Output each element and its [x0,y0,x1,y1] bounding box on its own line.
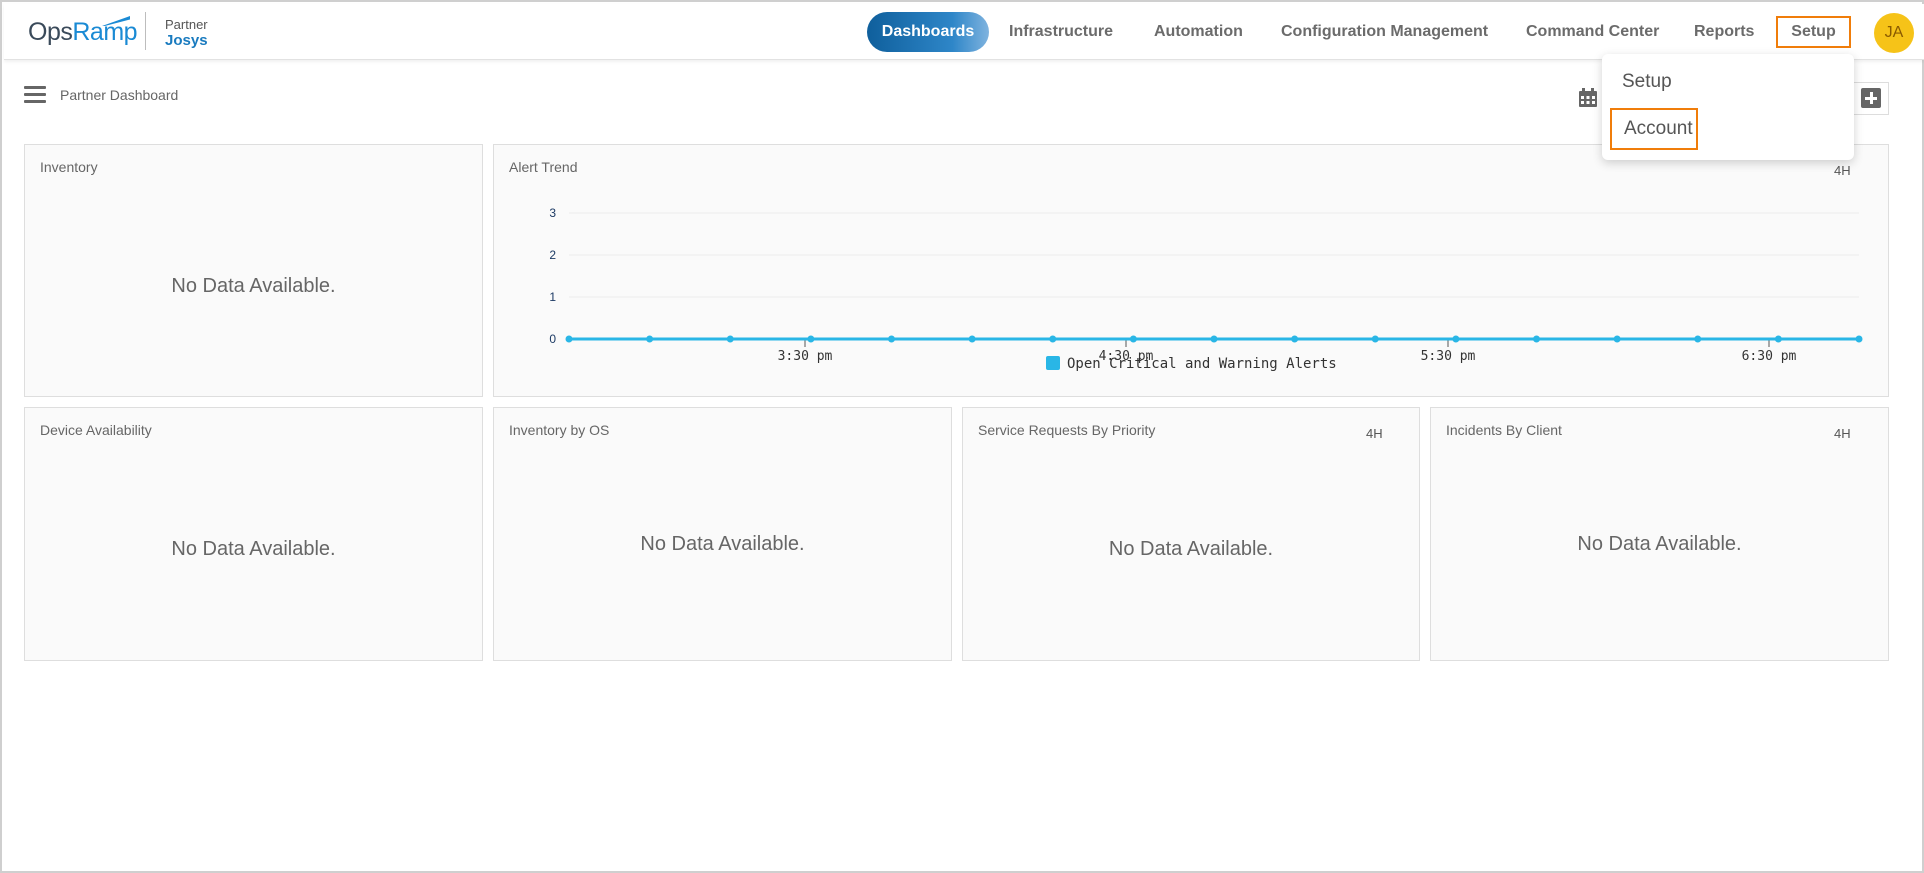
nav-automation[interactable]: Automation [1154,23,1243,40]
dropdown-item-account[interactable]: Account [1610,108,1698,150]
x-tick-label: 6:30 pm [1742,349,1797,364]
nav-infrastructure[interactable]: Infrastructure [1009,23,1114,40]
no-data-message: No Data Available. [171,538,336,560]
data-point[interactable] [1129,335,1137,343]
x-tick-label: 3:30 pm [778,349,833,364]
widget-device-availability: Device Availability No Data Available. [24,407,483,661]
data-point[interactable] [565,335,573,343]
widget-service-requests: Service Requests By Priority 4H No Data … [962,407,1420,661]
widget-title: Service Requests By Priority [978,422,1156,438]
legend-swatch[interactable] [1046,356,1060,370]
no-data-message: No Data Available. [1108,538,1274,560]
header-divider [145,12,146,50]
widget-title: Inventory by OS [509,422,610,438]
x-tick-label: 5:30 pm [1421,349,1476,364]
data-point[interactable] [1774,335,1782,343]
nav-configuration-management[interactable]: Configuration Management [1281,23,1489,40]
hamburger-icon[interactable] [24,86,46,104]
time-range-label[interactable]: 4H [1834,426,1851,441]
data-point[interactable] [807,335,815,343]
nav-setup[interactable]: Setup [1776,16,1851,48]
nav-reports[interactable]: Reports [1694,23,1755,40]
widget-alert-trend: Alert Trend 4H 0 1 2 3 3:30 pm 4:30 pm 5:30 pm… [493,144,1889,397]
data-point[interactable] [646,335,654,343]
setup-dropdown-menu: Setup Account [1602,54,1854,160]
time-range-label[interactable]: 4H [1366,426,1383,441]
partner-label: Partner [165,17,208,32]
widget-title: Alert Trend [509,159,578,175]
dropdown-item-setup[interactable]: Setup [1622,71,1672,92]
widget-title: Incidents By Client [1446,422,1562,438]
add-icon[interactable] [1861,88,1881,108]
widget-title: Device Availability [40,422,152,438]
data-point[interactable] [726,335,734,343]
widget-inventory: Inventory No Data Available. [24,144,483,397]
legend-label[interactable]: Open Critical and Warning Alerts [1067,356,1337,372]
logo-swoosh-icon [102,16,130,26]
data-point[interactable] [1452,335,1460,343]
no-data-message: No Data Available. [640,533,805,555]
y-tick-label: 3 [549,206,556,220]
widget-title: Inventory [40,159,98,175]
nav-command-center[interactable]: Command Center [1526,23,1660,40]
top-navigation-bar: OpsRamp Partner Josys Dashboards Infrast… [4,4,1924,60]
no-data-message: No Data Available. [1577,533,1742,555]
page-title: Partner Dashboard [60,87,179,103]
no-data-message: No Data Available. [171,275,336,297]
data-point[interactable] [1049,335,1057,343]
nav-dashboards[interactable]: Dashboards [867,12,989,52]
y-tick-label: 2 [549,248,556,262]
calendar-icon[interactable] [1578,88,1598,108]
user-avatar[interactable]: JA [1874,13,1914,53]
y-tick-label: 1 [549,290,556,304]
data-point[interactable] [1533,335,1540,343]
alert-trend-chart: 0 1 2 3 3:30 pm 4:30 pm 5:30 pm 6:30 pm Open Cri… [549,206,1863,372]
partner-name[interactable]: Josys [165,32,208,49]
data-point[interactable] [1291,335,1299,343]
data-point[interactable] [1613,335,1621,343]
time-range-label[interactable]: 4H [1834,163,1851,178]
x-tick-label: 4:30 pm [1099,349,1154,364]
widget-incidents-by-client: Incidents By Client 4H No Data Available… [1430,407,1889,661]
data-point[interactable] [1371,335,1379,343]
y-tick-label: 0 [549,332,556,346]
data-point[interactable] [1855,335,1863,343]
data-point[interactable] [1210,335,1218,343]
data-point[interactable] [1694,335,1702,343]
opsramp-logo[interactable]: OpsRamp [28,18,138,46]
widget-inventory-by-os: Inventory by OS No Data Available. [493,407,952,661]
data-point[interactable] [888,335,895,343]
data-point[interactable] [968,335,976,343]
